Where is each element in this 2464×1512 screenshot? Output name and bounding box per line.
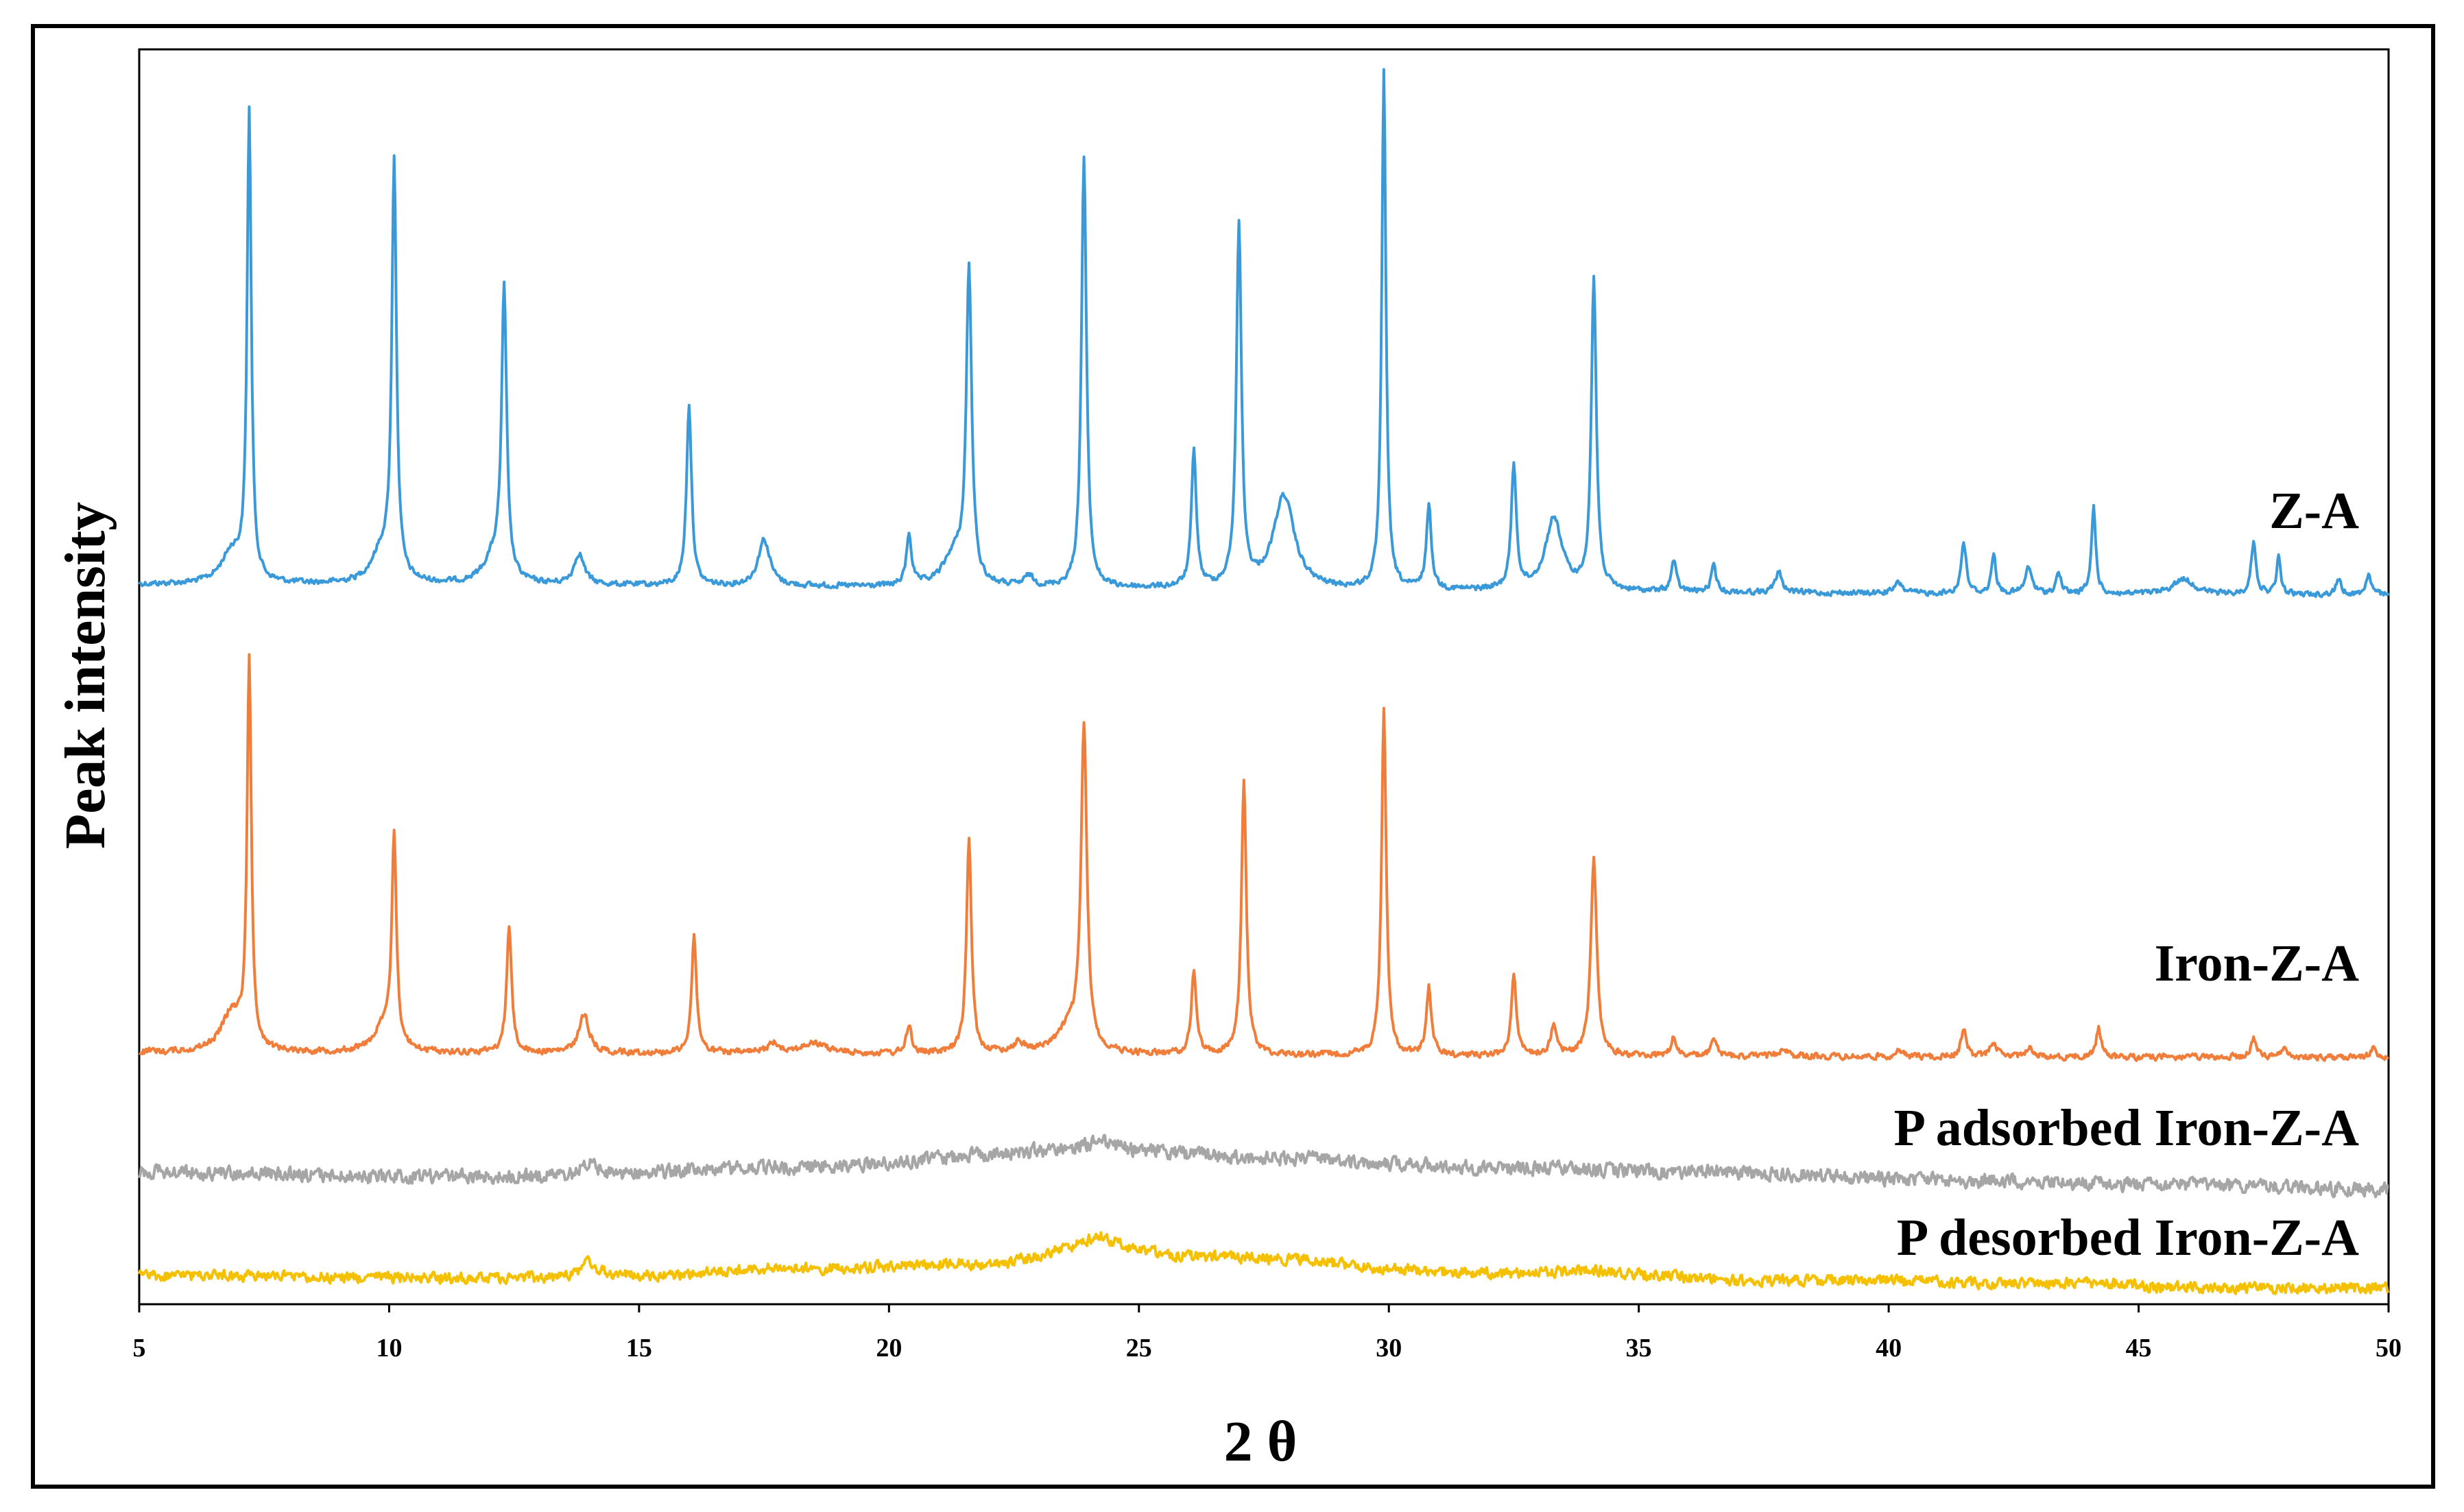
series-line-p-desorbed-iron-z-a (138, 1231, 2390, 1295)
x-tick-label: 50 (2376, 1334, 2402, 1363)
series-label-iron-z-a: Iron-Z-A (2155, 935, 2360, 992)
y-axis-title: Peak intensity (53, 502, 117, 849)
series-line-z-a (138, 68, 2390, 599)
x-axis-title: 2 θ (1224, 1410, 1297, 1474)
x-tick-label: 40 (1876, 1334, 1902, 1363)
series-label-p-desorbed-iron-z-a: P desorbed Iron-Z-A (1897, 1209, 2359, 1267)
x-tick-label: 15 (626, 1334, 652, 1363)
x-tick-label: 10 (376, 1334, 402, 1363)
series-line-p-adsorbed-iron-z-a (138, 1133, 2389, 1199)
series-labels: Z-A Iron-Z-A P adsorbed Iron-Z-A P desorbed… (1894, 482, 2360, 1267)
x-axis-ticks: 5 10 15 20 25 30 35 40 45 50 (133, 1304, 2402, 1363)
x-tick-label: 25 (1126, 1334, 1152, 1363)
series-label-z-a: Z-A (2269, 482, 2359, 540)
x-tick-label: 30 (1376, 1334, 1402, 1363)
plot-traces (138, 68, 2390, 1295)
plot-area (138, 48, 2390, 1306)
x-tick-label: 35 (1626, 1334, 1652, 1363)
x-tick-label: 20 (876, 1334, 902, 1363)
x-tick-label: 45 (2126, 1334, 2152, 1363)
series-line-iron-z-a (139, 653, 2389, 1062)
x-tick-label: 5 (133, 1334, 146, 1363)
series-label-p-adsorbed-iron-z-a: P adsorbed Iron-Z-A (1894, 1099, 2360, 1157)
